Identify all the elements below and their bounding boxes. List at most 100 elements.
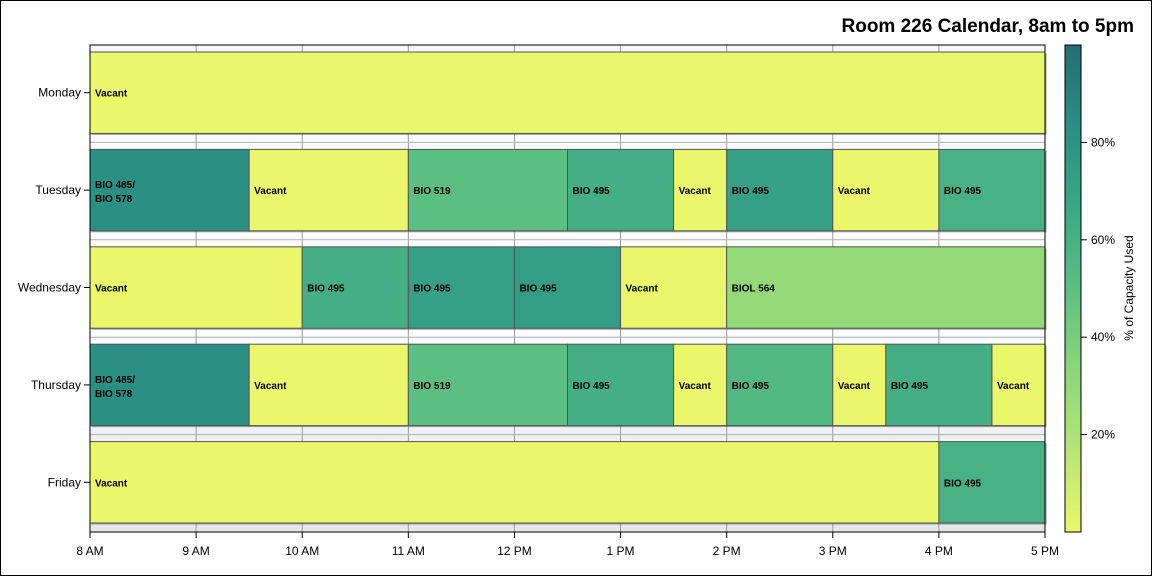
booking-block[interactable]: BIO 519 [407, 148, 569, 233]
block-label: BIO 495 [519, 284, 557, 295]
x-tick-label: 5 PM [1031, 544, 1059, 558]
block-label: Vacant [254, 381, 287, 392]
x-tick-label: 11 AM [392, 544, 425, 558]
chart-title: Room 226 Calendar, 8am to 5pm [842, 16, 1135, 37]
block-rect [89, 51, 1046, 134]
block-label: BIOL 564 [732, 284, 776, 295]
booking-block[interactable]: Vacant [673, 148, 729, 233]
block-label: Vacant [254, 186, 287, 197]
x-tick-label: 9 AM [182, 544, 209, 558]
booking-block[interactable]: BIO 495 [726, 148, 835, 233]
booking-block[interactable]: BIO 495 [567, 343, 676, 428]
booking-block[interactable]: BIO 485/BIO 578 [89, 148, 251, 233]
block-label: BIO 578 [95, 389, 133, 400]
block-label: BIO 485/ [95, 180, 135, 191]
booking-block[interactable]: Vacant [248, 343, 410, 428]
booking-block[interactable]: Vacant [89, 246, 304, 330]
booking-block[interactable]: BIO 495 [938, 441, 1047, 525]
colorbar-tick-label: 40% [1091, 330, 1115, 344]
colorbar-ramp [1064, 44, 1082, 533]
block-label: Vacant [838, 381, 871, 392]
plot-frame [89, 44, 1046, 533]
block-label: BIO 495 [944, 478, 982, 489]
block-label: Vacant [626, 284, 659, 295]
x-tick-label: 3 PM [819, 544, 847, 558]
block-rect [248, 148, 409, 232]
block-rect [513, 246, 622, 329]
block-rect [567, 148, 675, 232]
booking-block[interactable]: BIO 519 [407, 343, 569, 428]
booking-block[interactable]: Vacant [991, 343, 1047, 428]
block-rect [407, 246, 515, 329]
block-label: BIO 495 [573, 381, 611, 392]
block-rect [991, 343, 1046, 427]
booking-block[interactable]: BIO 495 [301, 246, 410, 330]
block-rect [885, 343, 993, 427]
block-rect [89, 246, 303, 329]
colorbar-label: % of Capacity Used [1122, 235, 1136, 340]
x-tick-label: 8 AM [76, 544, 103, 558]
y-tick-label: Thursday [31, 378, 81, 392]
block-label: Vacant [95, 89, 128, 100]
block-rect [673, 148, 728, 232]
y-tick-label: Wednesday [18, 281, 81, 295]
block-label: Vacant [838, 186, 871, 197]
block-rect [726, 148, 834, 232]
colorbar-tick-label: 20% [1091, 428, 1115, 442]
booking-block[interactable]: Vacant [620, 246, 729, 330]
block-label: BIO 485/ [95, 375, 135, 386]
block-label: BIO 495 [944, 186, 982, 197]
block-label: BIO 519 [413, 186, 451, 197]
x-tick-label: 4 PM [925, 544, 953, 558]
booking-block[interactable]: Vacant [89, 441, 941, 525]
block-label: Vacant [95, 284, 128, 295]
booking-block[interactable]: Vacant [673, 343, 729, 428]
block-label: BIO 495 [732, 186, 770, 197]
block-label: BIO 495 [307, 284, 345, 295]
booking-block[interactable]: Vacant [89, 51, 1047, 135]
booking-block[interactable]: Vacant [832, 148, 941, 233]
block-rect [89, 343, 250, 427]
x-tick-label: 12 PM [497, 544, 532, 558]
block-label: BIO 495 [732, 381, 770, 392]
block-rect [248, 343, 409, 427]
y-tick-label: Friday [48, 475, 81, 489]
x-tick-label: 2 PM [713, 544, 741, 558]
y-tick-label: Tuesday [35, 183, 81, 197]
block-rect [620, 246, 728, 329]
booking-block[interactable]: BIO 495 [567, 148, 676, 233]
booking-block[interactable]: BIO 495 [885, 343, 994, 428]
block-rect [407, 343, 569, 427]
booking-block[interactable]: Vacant [832, 343, 888, 428]
x-tick-label: 10 AM [285, 544, 319, 558]
block-rect [832, 343, 887, 427]
block-label: BIO 519 [413, 381, 451, 392]
block-rect [567, 343, 675, 427]
y-tick-label: Monday [38, 86, 81, 100]
block-rect [407, 148, 569, 232]
block-rect [301, 246, 409, 329]
block-rect [89, 441, 940, 524]
booking-block[interactable]: BIO 495 [726, 343, 835, 428]
block-label: BIO 578 [95, 194, 133, 205]
booking-block[interactable]: BIO 495 [513, 246, 623, 330]
block-label: Vacant [679, 186, 712, 197]
colorbar-tick-label: 60% [1091, 233, 1115, 247]
booking-block[interactable]: BIO 495 [407, 246, 516, 330]
block-label: Vacant [997, 381, 1030, 392]
block-label: Vacant [679, 381, 712, 392]
booking-block[interactable]: BIOL 564 [726, 246, 1047, 330]
block-rect [726, 246, 1046, 329]
booking-block[interactable]: BIO 495 [938, 148, 1047, 233]
block-rect [938, 148, 1046, 232]
block-label: BIO 495 [413, 284, 451, 295]
block-rect [726, 343, 834, 427]
block-rect [938, 441, 1046, 524]
booking-block[interactable]: BIO 485/BIO 578 [89, 343, 251, 428]
block-rect [673, 343, 728, 427]
booking-block[interactable]: Vacant [248, 148, 410, 233]
colorbar: 20% 40% 60% 80% [1064, 44, 1115, 533]
block-label: BIO 495 [891, 381, 929, 392]
